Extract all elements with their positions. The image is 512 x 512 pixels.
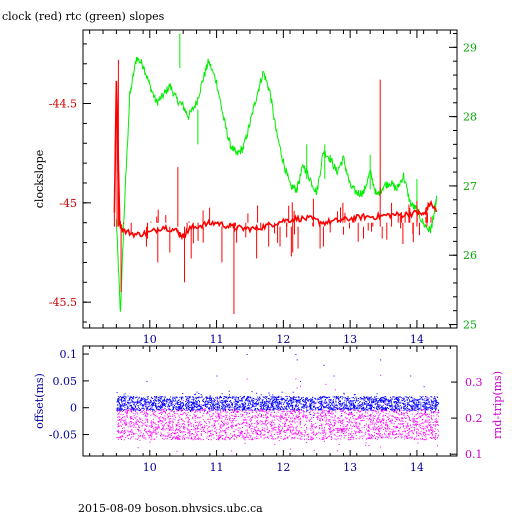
y-right-tick-label: 0.3	[465, 376, 483, 389]
offset-points-outlier	[295, 354, 297, 356]
y-left-tick-label: 0.1	[60, 348, 78, 361]
rndtrip-points-outlier	[334, 389, 336, 391]
y-right-tick-label: 29	[463, 41, 477, 54]
clock-slope-line	[113, 80, 438, 241]
y-left-tick-label: -44.5	[49, 98, 77, 111]
offset-panel: 10 11 12 13 14 0.1 0.05 0 -0.05 0.3 0.2 0.1 offset(m…	[33, 345, 504, 474]
y-left-tick-label: -45.5	[49, 296, 77, 309]
slope-frame	[82, 29, 458, 329]
rndtrip-points-outlier	[350, 400, 352, 402]
offset-points	[116, 390, 440, 417]
y-left-axis-label: offset(ms)	[33, 373, 46, 429]
x-tick-label: 12	[276, 333, 290, 346]
rndtrip-points-outlier	[380, 374, 382, 376]
y-right-axis-label: rnd-trip(ms)	[491, 371, 504, 439]
offset-points-outlier	[300, 380, 302, 382]
y-right-tick-label: 27	[463, 180, 477, 193]
y-right-tick-label: 28	[463, 111, 477, 124]
y-left-axis-label: clockslope	[33, 150, 46, 208]
rtc-slope-line	[115, 56, 438, 312]
offset-points-outlier	[323, 364, 325, 366]
y-right-tick-label: 25	[463, 319, 477, 332]
y-left-tick-label: 0	[70, 402, 77, 415]
offset-frame	[82, 345, 458, 457]
offset-axes: 10 11 12 13 14 0.1 0.05 0 -0.05 0.3 0.2 0.1 offset(m…	[33, 346, 504, 474]
offset-points-outlier	[296, 359, 298, 361]
y-right-tick-label: 0.1	[465, 448, 483, 461]
y-left-tick-label: -45	[59, 197, 77, 210]
chart-title: clock (red) rtc (green) slopes	[2, 10, 165, 23]
y-right-tick-label: 0.2	[465, 412, 483, 425]
offset-points-outlier	[216, 375, 218, 377]
x-tick-label: 14	[410, 333, 424, 346]
footer-caption: 2015-08-09 boson.physics.ubc.ca	[78, 502, 263, 512]
offset-points-outlier	[196, 391, 198, 393]
x-tick-label: 13	[343, 333, 357, 346]
rndtrip-points-outlier	[296, 387, 298, 389]
x-tick-label: 14	[410, 461, 424, 474]
offset-points-outlier	[333, 375, 335, 377]
slope-panel: 10 11 12 13 14 -44.5 -45 -45.5 25 26 27 28 29 clocksl…	[33, 29, 477, 346]
x-tick-label: 11	[210, 333, 224, 346]
slope-axes: 10 11 12 13 14 -44.5 -45 -45.5 25 26 27 28 29 clocksl…	[33, 30, 477, 346]
x-tick-label: 13	[343, 461, 357, 474]
offset-points-outlier	[380, 359, 382, 361]
offset-points-outlier	[410, 375, 412, 377]
x-tick-label: 12	[276, 461, 290, 474]
rndtrip-points-outlier	[246, 378, 248, 380]
offset-points-outlier	[146, 380, 148, 382]
rndtrip-points-outlier	[295, 378, 297, 380]
rndtrip-points-outlier	[216, 396, 218, 398]
x-tick-label: 10	[143, 333, 157, 346]
offset-marks	[116, 354, 440, 452]
rndtrip-points-outlier	[300, 385, 302, 387]
x-tick-label: 11	[210, 461, 224, 474]
rndtrip-points-outlier	[325, 383, 327, 385]
offset-points-outlier	[246, 354, 248, 356]
y-left-tick-label: -0.05	[49, 429, 77, 442]
x-tick-label: 10	[143, 461, 157, 474]
y-right-tick-label: 26	[463, 249, 477, 262]
slope-marks	[113, 33, 438, 315]
rndtrip-points-outlier	[183, 400, 185, 402]
offset-points-outlier	[423, 386, 425, 388]
y-left-tick-label: 0.05	[53, 375, 78, 388]
